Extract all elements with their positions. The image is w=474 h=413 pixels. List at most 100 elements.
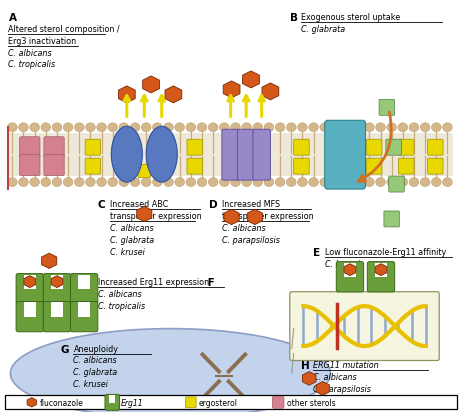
Ellipse shape bbox=[41, 178, 51, 187]
Text: C. tropicalis: C. tropicalis bbox=[313, 396, 360, 406]
Polygon shape bbox=[375, 264, 387, 276]
Text: F: F bbox=[204, 277, 215, 287]
Ellipse shape bbox=[387, 178, 397, 187]
Ellipse shape bbox=[431, 178, 441, 187]
Ellipse shape bbox=[175, 178, 184, 187]
Ellipse shape bbox=[30, 178, 39, 187]
Bar bbox=[9, 134, 453, 177]
FancyBboxPatch shape bbox=[43, 274, 71, 304]
Ellipse shape bbox=[420, 123, 430, 133]
FancyBboxPatch shape bbox=[43, 302, 71, 332]
Ellipse shape bbox=[331, 123, 341, 133]
Ellipse shape bbox=[141, 123, 151, 133]
FancyBboxPatch shape bbox=[187, 159, 202, 175]
Ellipse shape bbox=[242, 178, 252, 187]
Ellipse shape bbox=[409, 178, 419, 187]
Ellipse shape bbox=[52, 178, 62, 187]
Ellipse shape bbox=[74, 123, 84, 133]
Text: other sterols: other sterols bbox=[287, 398, 336, 407]
FancyBboxPatch shape bbox=[120, 165, 133, 178]
Ellipse shape bbox=[331, 178, 341, 187]
Ellipse shape bbox=[365, 123, 374, 133]
Ellipse shape bbox=[130, 123, 140, 133]
Polygon shape bbox=[224, 210, 239, 225]
Ellipse shape bbox=[197, 123, 207, 133]
Ellipse shape bbox=[153, 123, 162, 133]
Ellipse shape bbox=[86, 178, 95, 187]
Ellipse shape bbox=[286, 123, 296, 133]
Ellipse shape bbox=[275, 123, 285, 133]
FancyBboxPatch shape bbox=[44, 138, 64, 158]
Ellipse shape bbox=[309, 123, 319, 133]
Ellipse shape bbox=[253, 178, 263, 187]
Text: C. albicans: C. albicans bbox=[222, 223, 265, 233]
Polygon shape bbox=[302, 372, 316, 385]
Text: transporter expression: transporter expression bbox=[222, 211, 313, 221]
Ellipse shape bbox=[197, 178, 207, 187]
Text: ERG11 mutation: ERG11 mutation bbox=[313, 361, 379, 370]
Text: C. albicans: C. albicans bbox=[313, 373, 357, 382]
FancyBboxPatch shape bbox=[336, 262, 364, 292]
Ellipse shape bbox=[41, 123, 51, 133]
Text: C. glabrata: C. glabrata bbox=[73, 368, 118, 377]
Ellipse shape bbox=[242, 123, 252, 133]
Ellipse shape bbox=[10, 329, 330, 413]
FancyBboxPatch shape bbox=[294, 159, 309, 175]
Text: C. krusei: C. krusei bbox=[325, 259, 360, 268]
FancyBboxPatch shape bbox=[237, 130, 255, 180]
Polygon shape bbox=[24, 276, 36, 288]
Polygon shape bbox=[137, 207, 152, 222]
Ellipse shape bbox=[97, 178, 107, 187]
Bar bbox=[5, 395, 456, 409]
Ellipse shape bbox=[275, 178, 285, 187]
Ellipse shape bbox=[208, 178, 218, 187]
Polygon shape bbox=[51, 276, 63, 288]
Ellipse shape bbox=[353, 123, 363, 133]
Text: B: B bbox=[290, 13, 298, 23]
Polygon shape bbox=[316, 382, 329, 395]
Text: C: C bbox=[98, 199, 105, 209]
FancyBboxPatch shape bbox=[428, 159, 443, 175]
Ellipse shape bbox=[111, 127, 142, 183]
Bar bbox=[375, 263, 387, 277]
Ellipse shape bbox=[253, 123, 263, 133]
Text: Low fluconazole-Erg11 affinity: Low fluconazole-Erg11 affinity bbox=[325, 247, 446, 256]
FancyBboxPatch shape bbox=[366, 140, 382, 156]
Bar bbox=[24, 275, 36, 289]
Ellipse shape bbox=[141, 178, 151, 187]
Ellipse shape bbox=[63, 178, 73, 187]
FancyBboxPatch shape bbox=[16, 302, 44, 332]
Ellipse shape bbox=[376, 178, 385, 187]
Ellipse shape bbox=[298, 178, 307, 187]
Text: Increased MFS: Increased MFS bbox=[222, 199, 280, 209]
Text: A: A bbox=[9, 13, 17, 23]
Ellipse shape bbox=[342, 178, 352, 187]
Text: H: H bbox=[301, 361, 310, 370]
Ellipse shape bbox=[443, 123, 452, 133]
Text: Exogenous sterol uptake: Exogenous sterol uptake bbox=[301, 13, 401, 21]
FancyBboxPatch shape bbox=[290, 292, 439, 361]
Ellipse shape bbox=[8, 178, 17, 187]
Text: C. tropicalis: C. tropicalis bbox=[9, 60, 55, 69]
FancyBboxPatch shape bbox=[367, 262, 395, 292]
Ellipse shape bbox=[431, 123, 441, 133]
Ellipse shape bbox=[164, 123, 173, 133]
Text: Increased ABC: Increased ABC bbox=[110, 199, 169, 209]
Ellipse shape bbox=[376, 123, 385, 133]
Text: C. parapsilosis: C. parapsilosis bbox=[222, 235, 280, 244]
Ellipse shape bbox=[119, 123, 129, 133]
FancyBboxPatch shape bbox=[185, 397, 196, 408]
Text: fluconazole: fluconazole bbox=[39, 398, 83, 407]
Text: C. albicans: C. albicans bbox=[9, 48, 52, 57]
Bar bbox=[78, 303, 90, 317]
Ellipse shape bbox=[130, 178, 140, 187]
FancyBboxPatch shape bbox=[399, 159, 414, 175]
Text: C. glabrata: C. glabrata bbox=[301, 24, 346, 33]
FancyBboxPatch shape bbox=[294, 140, 309, 156]
Ellipse shape bbox=[298, 123, 307, 133]
Ellipse shape bbox=[18, 178, 28, 187]
Text: Aneuploidy: Aneuploidy bbox=[73, 344, 118, 353]
Ellipse shape bbox=[18, 123, 28, 133]
Polygon shape bbox=[27, 398, 36, 407]
FancyBboxPatch shape bbox=[389, 177, 404, 192]
